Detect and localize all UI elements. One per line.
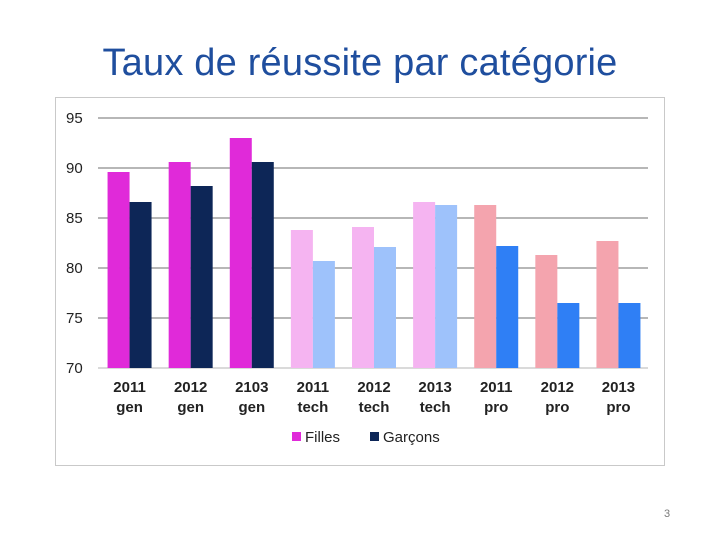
legend-label: Garçons bbox=[383, 429, 440, 446]
x-tick-label: 2013 bbox=[602, 379, 635, 396]
y-axis-ticks: 95 90 85 80 75 70 bbox=[66, 110, 83, 377]
bar-gar-ons-7 bbox=[557, 303, 580, 368]
x-axis-labels: 2011 gen 2012 gen 2103 gen 2011 tech 2012 tech 201… bbox=[113, 379, 635, 416]
x-tick-label: 2011 bbox=[113, 379, 146, 396]
bar-filles-7 bbox=[535, 255, 558, 368]
legend: Filles Garçons bbox=[292, 429, 440, 446]
x-tick-label: gen bbox=[116, 399, 143, 416]
legend-swatch bbox=[292, 432, 301, 441]
bar-gar-ons-0 bbox=[129, 202, 152, 368]
y-tick-label: 80 bbox=[66, 260, 83, 277]
bar-filles-8 bbox=[596, 241, 619, 368]
x-tick-label: tech bbox=[420, 399, 451, 416]
bar-gar-ons-5 bbox=[435, 205, 458, 368]
bar-gar-ons-8 bbox=[618, 303, 641, 368]
legend-label: Filles bbox=[305, 429, 340, 446]
bar-filles-0 bbox=[107, 172, 130, 368]
bar-filles-1 bbox=[168, 162, 191, 368]
bars bbox=[107, 138, 641, 368]
legend-swatch bbox=[370, 432, 379, 441]
x-tick-label: gen bbox=[238, 399, 265, 416]
bar-gar-ons-2 bbox=[251, 162, 274, 368]
x-tick-label: 2013 bbox=[418, 379, 451, 396]
bar-filles-2 bbox=[229, 138, 252, 368]
y-tick-label: 90 bbox=[66, 160, 83, 177]
x-tick-label: pro bbox=[545, 399, 569, 416]
x-tick-label: pro bbox=[606, 399, 630, 416]
x-tick-label: pro bbox=[484, 399, 508, 416]
x-tick-label: 2012 bbox=[174, 379, 207, 396]
y-tick-label: 75 bbox=[66, 310, 83, 327]
x-tick-label: 2012 bbox=[357, 379, 390, 396]
x-tick-label: tech bbox=[297, 399, 328, 416]
y-tick-label: 70 bbox=[66, 360, 83, 377]
bar-filles-5 bbox=[413, 202, 436, 368]
bar-gar-ons-3 bbox=[312, 261, 335, 368]
bar-chart: 95 90 85 80 75 70 2011 gen 2012 gen 2103 gen 2011 te… bbox=[66, 110, 648, 446]
y-tick-label: 85 bbox=[66, 210, 83, 227]
bar-filles-4 bbox=[352, 227, 374, 368]
x-tick-label: 2103 bbox=[235, 379, 268, 396]
x-tick-label: 2012 bbox=[541, 379, 574, 396]
page-number: 3 bbox=[664, 508, 671, 520]
bar-gar-ons-1 bbox=[190, 186, 213, 368]
bar-gar-ons-4 bbox=[374, 247, 396, 368]
slide-title: Taux de réussite par catégorie bbox=[102, 42, 618, 84]
bar-filles-3 bbox=[290, 230, 313, 368]
x-tick-label: tech bbox=[359, 399, 390, 416]
bar-gar-ons-6 bbox=[496, 246, 519, 368]
chart-frame: 95 90 85 80 75 70 2011 gen 2012 gen 2103 gen 2011 te… bbox=[55, 97, 665, 466]
x-tick-label: gen bbox=[177, 399, 204, 416]
bar-filles-6 bbox=[474, 205, 497, 368]
x-tick-label: 2011 bbox=[297, 379, 330, 396]
y-tick-label: 95 bbox=[66, 110, 83, 127]
x-tick-label: 2011 bbox=[480, 379, 513, 396]
